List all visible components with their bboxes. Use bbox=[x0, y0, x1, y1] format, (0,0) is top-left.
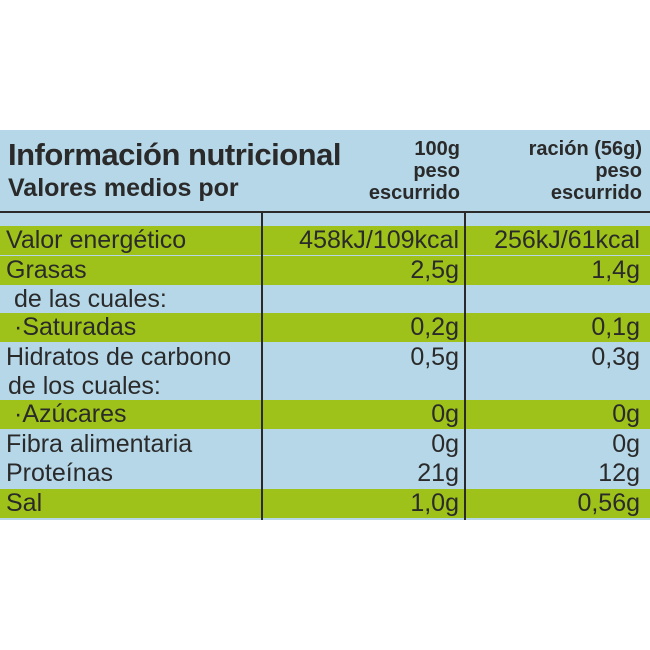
table-subtitle: Valores medios por bbox=[8, 174, 239, 202]
nutrient-label: ·Azúcares bbox=[14, 400, 127, 428]
table-title: Información nutricional bbox=[8, 137, 341, 172]
column-header-line: 100g bbox=[414, 138, 460, 160]
column-header-per-100g: 100g peso escurrido bbox=[369, 138, 460, 204]
value-per-serving: 0,1g bbox=[591, 313, 640, 341]
column-divider-1 bbox=[261, 213, 263, 520]
value-per-100g: 0g bbox=[431, 430, 459, 458]
nutrient-label: Hidratos de carbono bbox=[6, 343, 232, 371]
column-divider-2 bbox=[464, 213, 466, 520]
nutrient-label: de los cuales: bbox=[8, 372, 161, 400]
table-row: Hidratos de carbono 0,5g 0,3g bbox=[0, 343, 650, 372]
value-per-serving: 256kJ/61kcal bbox=[494, 226, 640, 254]
column-header-line: peso bbox=[413, 160, 460, 182]
nutrient-label: de las cuales: bbox=[14, 285, 167, 313]
value-per-serving: 0g bbox=[612, 430, 640, 458]
value-per-serving: 12g bbox=[598, 459, 640, 487]
value-per-serving: 0,3g bbox=[591, 343, 640, 371]
table-row: ·Azúcares 0g 0g bbox=[0, 400, 650, 429]
value-per-100g: 458kJ/109kcal bbox=[299, 226, 459, 254]
table-row: Valor energético 458kJ/109kcal 256kJ/61kca… bbox=[0, 226, 650, 255]
column-header-line: peso bbox=[595, 160, 642, 182]
table-row: Sal 1,0g 0,56g bbox=[0, 489, 650, 518]
column-header-per-serving: ración (56g) peso escurrido bbox=[529, 138, 642, 204]
value-per-100g: 1,0g bbox=[410, 489, 459, 517]
nutrient-label: Fibra alimentaria bbox=[6, 430, 193, 458]
nutrient-label: Grasas bbox=[6, 256, 87, 284]
value-per-100g: 0,2g bbox=[410, 313, 459, 341]
nutrient-label: Proteínas bbox=[6, 459, 114, 487]
table-row: de los cuales: bbox=[0, 372, 650, 401]
value-per-100g: 0,5g bbox=[410, 343, 459, 371]
nutrient-label: Valor energético bbox=[6, 226, 187, 254]
nutrient-label: ·Saturadas bbox=[14, 313, 137, 341]
column-header-line: escurrido bbox=[368, 182, 460, 204]
table-row: de las cuales: bbox=[0, 285, 650, 314]
value-per-100g: 21g bbox=[417, 459, 459, 487]
header-divider bbox=[0, 211, 650, 213]
table-row: Grasas 2,5g 1,4g bbox=[0, 256, 650, 285]
nutrient-label: Sal bbox=[6, 489, 43, 517]
value-per-100g: 2,5g bbox=[410, 256, 459, 284]
table-row: ·Saturadas 0,2g 0,1g bbox=[0, 313, 650, 342]
value-per-serving: 0,56g bbox=[577, 489, 640, 517]
column-header-line: ración (56g) bbox=[528, 138, 642, 160]
table-row: Proteínas 21g 12g bbox=[0, 459, 650, 488]
column-header-line: escurrido bbox=[550, 182, 642, 204]
value-per-serving: 1,4g bbox=[591, 256, 640, 284]
table-row: Fibra alimentaria 0g 0g bbox=[0, 430, 650, 459]
value-per-serving: 0g bbox=[612, 400, 640, 428]
value-per-100g: 0g bbox=[431, 400, 459, 428]
